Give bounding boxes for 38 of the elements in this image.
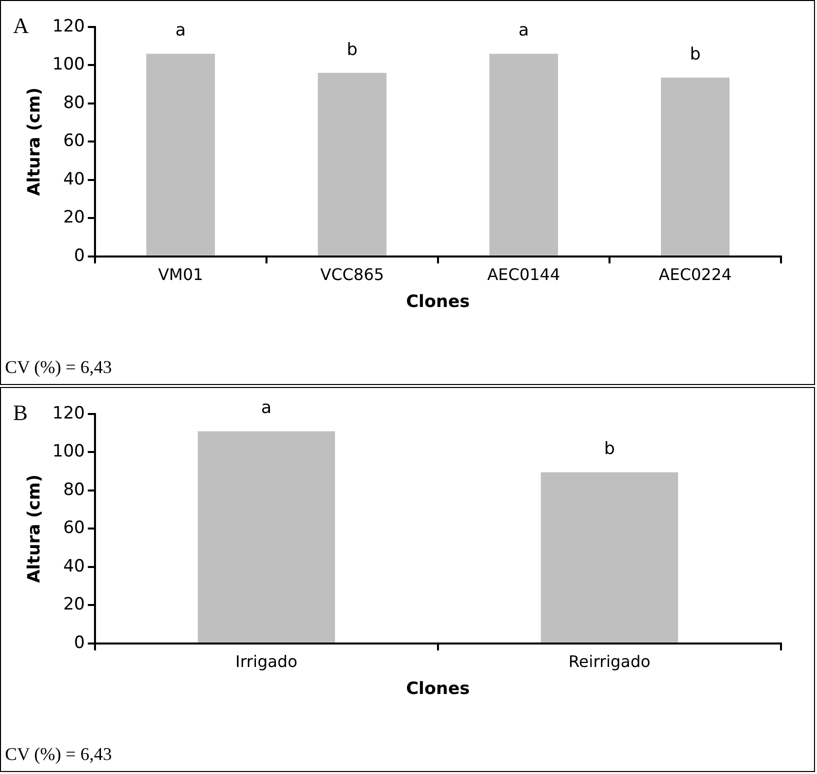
chart-title: A	[13, 13, 29, 39]
annotation: a	[175, 20, 186, 41]
text: CV (%) = 6,43	[5, 357, 112, 378]
y-tick-label: 40	[63, 169, 85, 190]
x-tick-label: Reirrigado	[568, 652, 650, 672]
annotation: a	[518, 20, 529, 41]
x-axis-title: Clones	[406, 292, 470, 312]
y-tick-label: 100	[52, 54, 85, 75]
text: CV (%) = 6,43	[5, 744, 112, 765]
y-axis-title: Altura (cm)	[24, 474, 45, 583]
y-tick-label: 0	[74, 246, 85, 266]
y-tick-label: 80	[63, 480, 85, 500]
y-tick-label: 0	[74, 632, 85, 653]
y-tick-label: 20	[63, 208, 85, 228]
y-tick-label: 20	[63, 594, 85, 615]
bar	[318, 72, 386, 256]
annotation: b	[690, 44, 701, 65]
y-tick-label: 120	[52, 16, 85, 36]
x-tick-label: AEC0224	[658, 265, 732, 284]
annotation: a	[261, 398, 272, 418]
bar	[489, 54, 558, 256]
y-tick-label: 60	[63, 518, 85, 538]
x-tick-label: AEC0144	[487, 265, 560, 284]
y-tick-label: 80	[63, 92, 85, 113]
x-tick-label: Irrigado	[235, 652, 298, 672]
y-axis-title: Altura (cm)	[24, 88, 45, 196]
x-tick-label: VM01	[158, 265, 204, 284]
y-tick-label: 40	[63, 556, 85, 576]
chart-title: B	[13, 400, 28, 426]
bar	[660, 78, 730, 256]
x-tick-label: VCC865	[320, 265, 384, 284]
y-tick-label: 100	[52, 442, 85, 462]
y-tick-label: 120	[52, 403, 85, 424]
annotation: b	[604, 439, 615, 460]
bar	[146, 54, 215, 256]
y-tick-label: 60	[63, 131, 85, 152]
x-axis-title: Clones	[406, 679, 470, 700]
annotation: b	[346, 40, 358, 60]
